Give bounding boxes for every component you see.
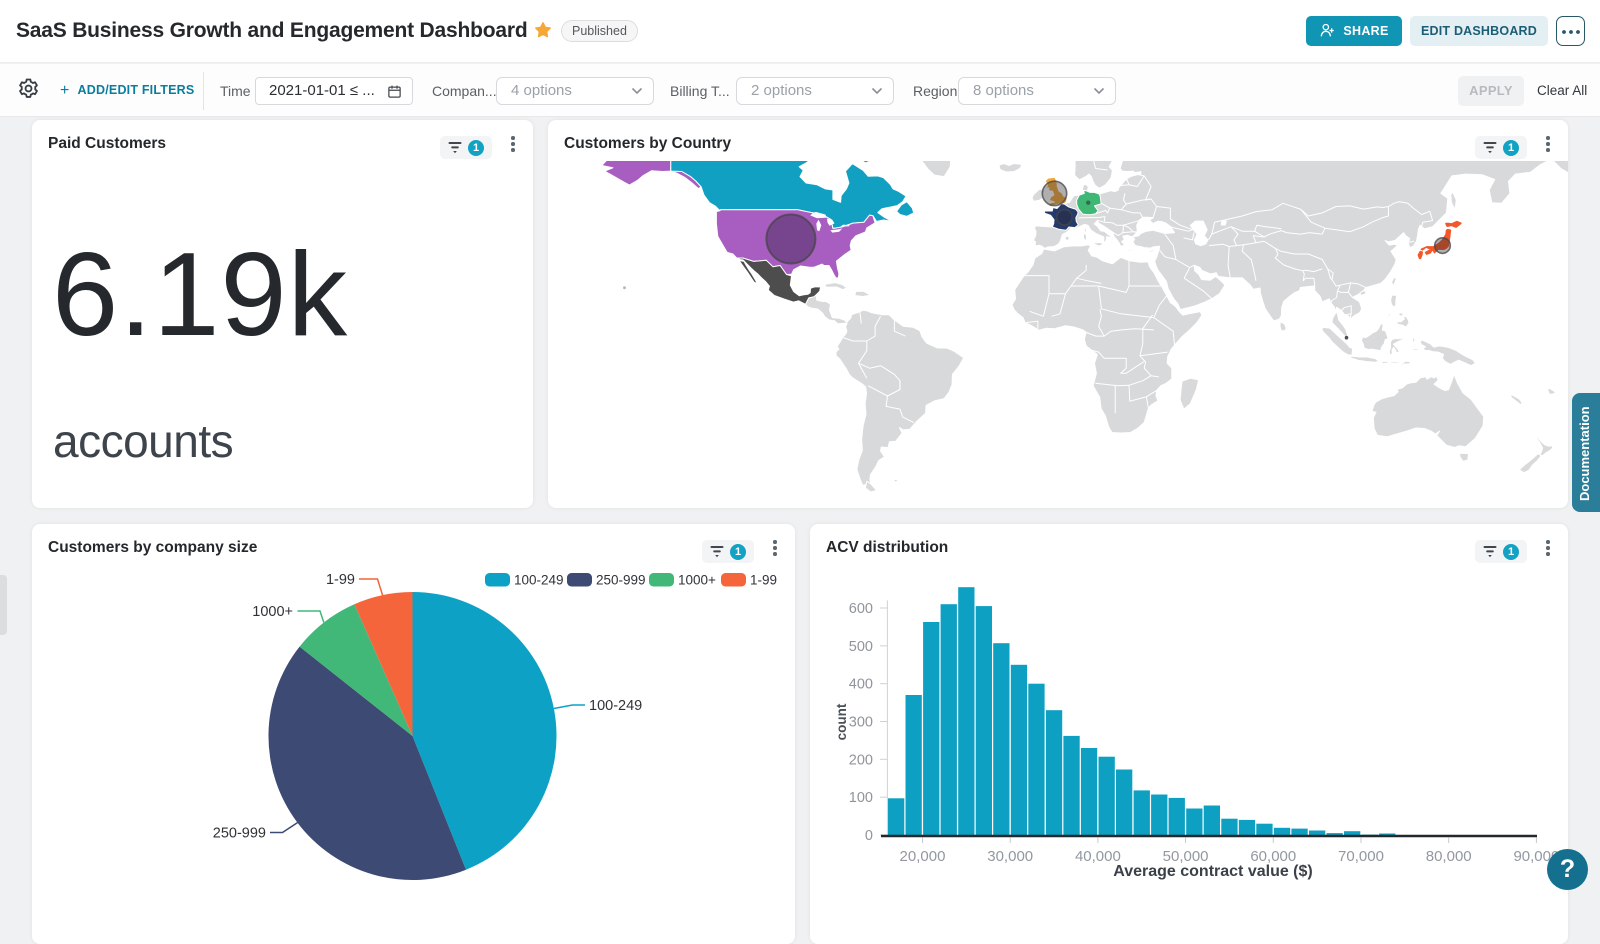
svg-text:250-999: 250-999 [596, 573, 646, 588]
svg-text:250-999: 250-999 [213, 826, 266, 842]
svg-text:1000+: 1000+ [252, 604, 293, 620]
svg-text:1-99: 1-99 [326, 572, 355, 588]
svg-text:30,000: 30,000 [987, 848, 1033, 865]
svg-text:20,000: 20,000 [900, 848, 946, 865]
svg-text:500: 500 [849, 639, 873, 655]
svg-text:1000+: 1000+ [678, 573, 716, 588]
svg-text:1-99: 1-99 [750, 573, 777, 588]
svg-text:70,000: 70,000 [1338, 848, 1384, 865]
svg-text:600: 600 [849, 601, 873, 617]
svg-text:Average contract value ($): Average contract value ($) [1113, 863, 1312, 880]
svg-text:200: 200 [849, 752, 873, 768]
svg-text:100-249: 100-249 [589, 698, 642, 714]
svg-text:0: 0 [865, 828, 873, 844]
svg-text:count: count [834, 703, 849, 740]
svg-text:300: 300 [849, 715, 873, 731]
svg-text:100-249: 100-249 [514, 573, 564, 588]
svg-text:100: 100 [849, 790, 873, 806]
svg-text:400: 400 [849, 677, 873, 693]
svg-text:80,000: 80,000 [1426, 848, 1472, 865]
